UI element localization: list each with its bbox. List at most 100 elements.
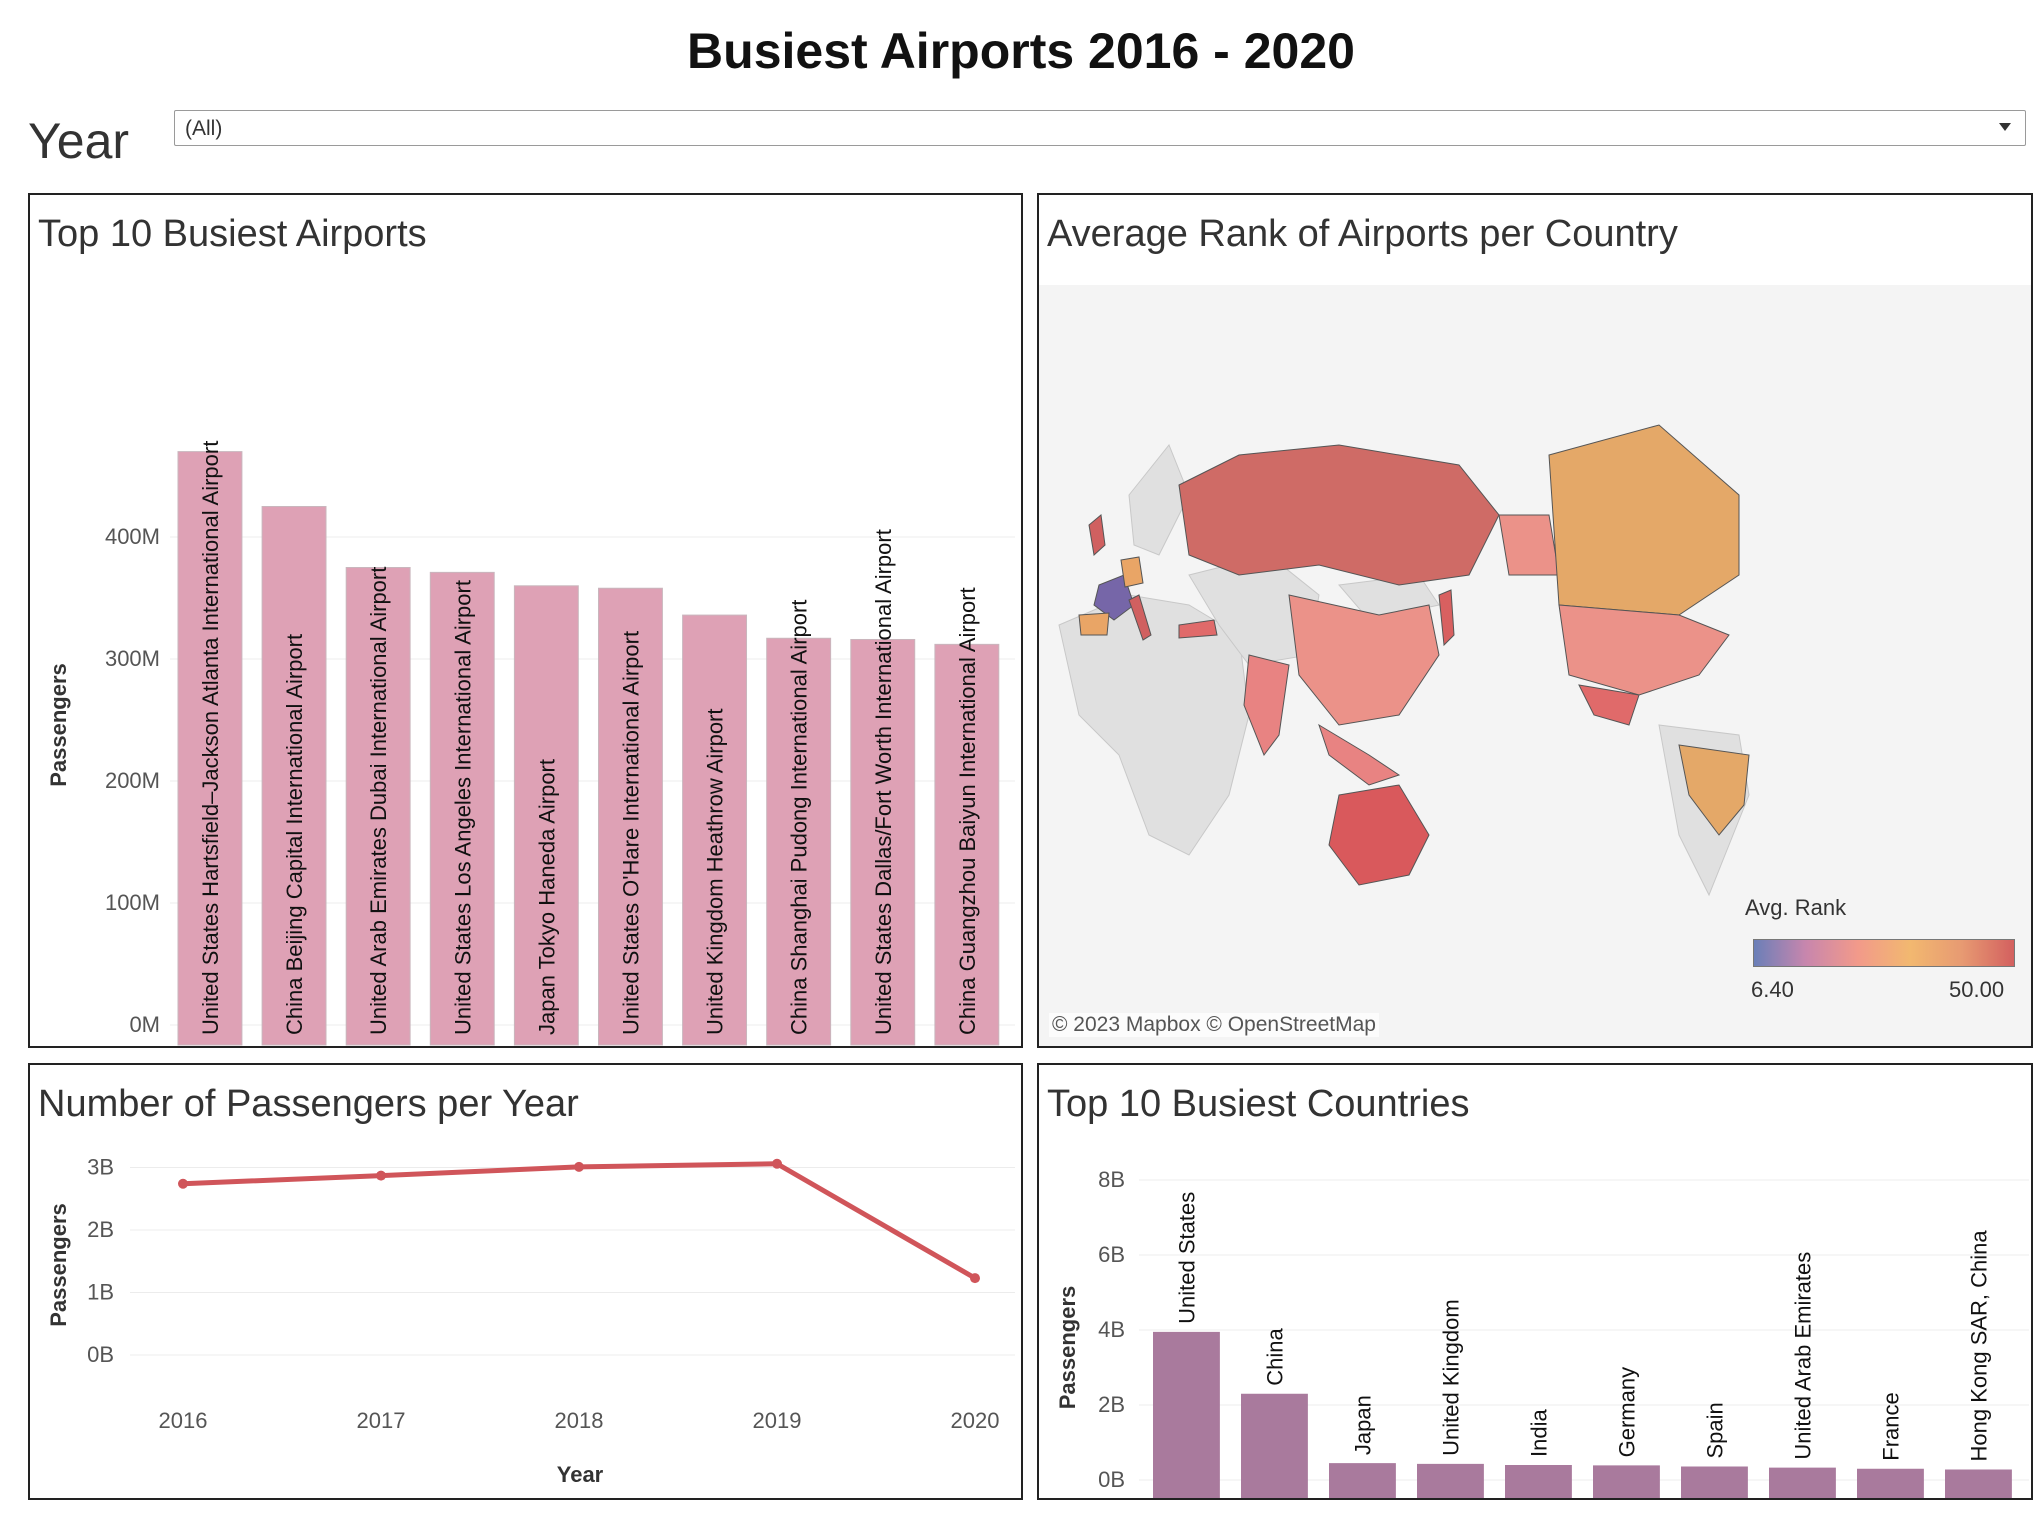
top-countries-chart: 0B 2B 4B 6B 8B Passengers United States China Ja… [1055,1167,2029,1498]
bar-label: France [1878,1392,1903,1460]
bar [1153,1331,1220,1498]
top-airports-chart: 0M 100M 200M 300M 400M Passengers United State… [46,441,1015,1046]
y-tick-label: 8B [1098,1167,1125,1192]
bar-label: United Kingdom [1438,1299,1463,1456]
x-tick-label: 2016 [159,1408,208,1433]
year-filter-dropdown[interactable]: (All) [174,110,2026,146]
bar-label: United Arab Emirates Dubai International… [366,567,391,1035]
y-tick-label: 100M [105,890,160,915]
year-filter-label: Year [28,113,130,169]
y-tick-label: 0B [1098,1467,1125,1492]
top-countries-panel: Top 10 Busiest Countries 0B 2B 4B 6B 8B Passe… [1037,1063,2033,1500]
map-russia [1178,444,1500,586]
bar [345,567,411,1046]
map-germany [1120,556,1144,588]
map-australia [1328,784,1430,886]
x-tick-label: 2019 [753,1408,802,1433]
map-turkey [1178,619,1218,639]
data-point [772,1158,782,1169]
y-tick-label: 4B [1098,1317,1125,1342]
map-scandinavia [1128,444,1190,556]
map-alaska [1498,514,1560,576]
y-tick-label: 0B [87,1342,114,1367]
bar [1417,1463,1484,1498]
map-japan [1438,589,1455,647]
bar-label: Japan [1350,1395,1375,1455]
data-point [970,1273,980,1284]
y-tick-label: 200M [105,768,160,793]
world-map[interactable] [1039,195,2031,1046]
bar [513,585,579,1046]
map-mexico [1578,684,1640,726]
legend-title: Avg. Rank [1745,895,1847,920]
bar [934,643,1000,1046]
bar-label: United States Los Angeles International … [450,580,475,1035]
bar-label: Spain [1702,1402,1727,1458]
y-tick-label: 0M [129,1012,160,1037]
bar [177,451,243,1046]
map-spain [1078,612,1110,636]
bar-label: China Shanghai Pudong International Airp… [787,600,812,1035]
bar-label: Hong Kong SAR, China [1966,1230,1991,1462]
y-tick-label: 400M [105,524,160,549]
bar [682,614,748,1046]
chevron-down-icon[interactable] [1999,123,2011,131]
x-tick-label: 2017 [357,1408,406,1433]
bar [1769,1467,1836,1498]
y-tick-label: 6B [1098,1242,1125,1267]
map-credit[interactable]: © 2023 Mapbox © OpenStreetMap [1049,1013,1379,1037]
y-tick-label: 2B [1098,1392,1125,1417]
bar-label: United States [1174,1192,1199,1324]
bar [598,587,663,1046]
bar [850,638,916,1046]
bar [766,637,832,1046]
y-tick-label: 300M [105,646,160,671]
map-india [1243,654,1290,757]
y-axis-label: Passengers [46,663,71,787]
bar-label: Japan Tokyo Haneda Airport [534,759,559,1035]
y-tick-label: 2B [87,1217,114,1242]
year-filter-value: (All) [185,117,223,140]
y-axis-label: Passengers [46,1203,71,1327]
bar-label: China Beijing Capital International Airp… [282,634,307,1035]
map-africa [1058,594,1250,856]
map-italy [1128,594,1152,641]
legend-max-label: 50.00 [1949,977,2005,1002]
legend-min-label: 6.40 [1751,977,1794,1002]
map-china [1288,594,1440,726]
y-tick-label: 3B [87,1155,114,1180]
x-tick-label: 2020 [951,1408,1000,1433]
bar-label: United States O'Hare International Airpo… [618,631,643,1035]
bar [1857,1468,1924,1498]
map-se-asia [1318,723,1401,786]
map-uk [1088,514,1106,556]
bar-label: Germany [1614,1367,1639,1457]
country-rank-map-title: Average Rank of Airports per Country [1047,213,1678,255]
dashboard-title: Busiest Airports 2016 - 2020 [687,23,1355,79]
bar-label: United States Hartsfield–Jackson Atlanta… [198,441,223,1035]
legend-color-scale [1753,939,2015,967]
passengers-per-year-panel: Number of Passengers per Year 0B 1B 2B 3B Pa… [28,1063,1023,1500]
top-airports-title: Top 10 Busiest Airports [38,213,427,255]
bar [1241,1393,1308,1498]
passengers-per-year-chart: 0B 1B 2B 3B Passengers 2016 2017 2018 2019 2020 Ye… [46,1155,1015,1487]
bar-label: India [1526,1409,1551,1457]
bar [1329,1463,1396,1498]
map-brazil [1678,744,1750,836]
x-axis-label: Year [557,1462,604,1487]
bar [1945,1469,2012,1498]
series-line [182,1161,977,1281]
bar [429,571,495,1046]
x-tick-label: 2018 [555,1408,604,1433]
y-axis-label: Passengers [1055,1286,1080,1410]
top-countries-title: Top 10 Busiest Countries [1047,1083,1470,1125]
map-france [1093,574,1135,621]
bar [261,506,327,1046]
bar [1505,1465,1572,1498]
bar-label: United Arab Emirates [1790,1252,1815,1460]
data-point [574,1161,584,1172]
bar-label: United States Dallas/Fort Worth Internat… [871,529,896,1035]
country-rank-map-panel: Average Rank of Airports per Country © 2… [1037,193,2033,1048]
bar [1681,1466,1748,1498]
data-point [178,1178,188,1189]
